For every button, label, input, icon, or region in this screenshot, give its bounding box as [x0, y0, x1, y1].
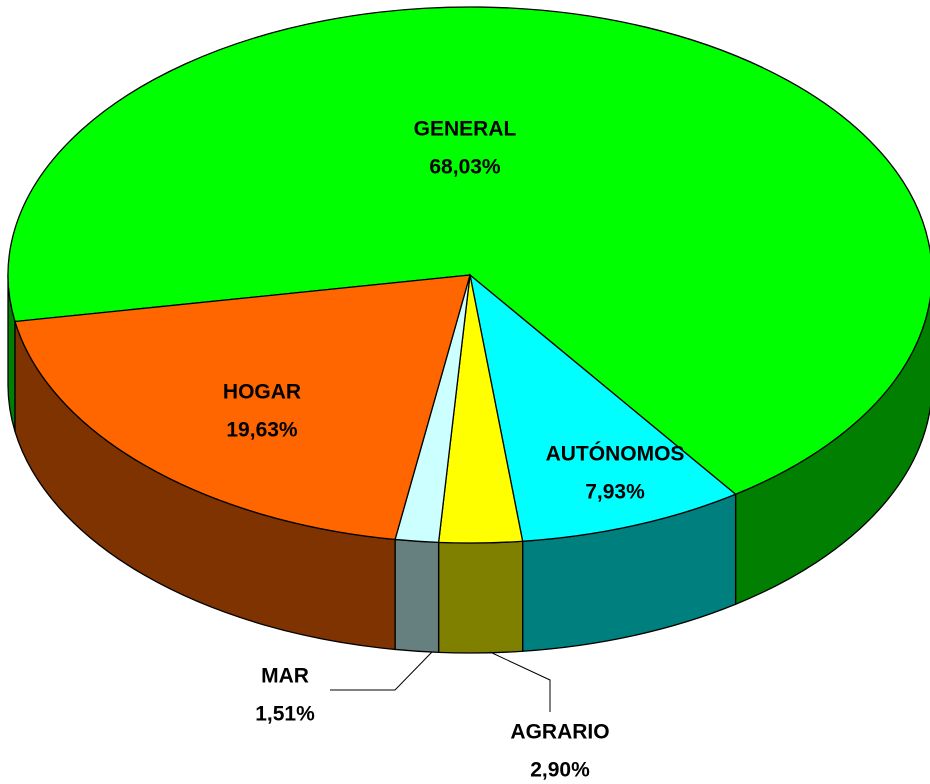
slice-label: AUTÓNOMOS	[546, 442, 685, 466]
slice	[469, 273, 737, 542]
slice-label: GENERAL	[414, 118, 517, 141]
slice-value-label: 2,90%	[530, 759, 590, 782]
slice-value-label: 7,93%	[585, 481, 645, 504]
leader-line	[489, 651, 551, 712]
slice-label: AGRARIO	[510, 721, 609, 744]
slice-label: HOGAR	[223, 381, 301, 404]
slice-side	[437, 540, 524, 654]
slice-label: MAR	[261, 665, 309, 688]
slice-value-label: 1,51%	[255, 703, 315, 726]
slice-value-label: 19,63%	[226, 419, 298, 442]
slice	[7, 6, 930, 496]
slice-side	[394, 538, 440, 654]
slice	[14, 274, 471, 541]
slice-value-label: 68,03%	[429, 156, 501, 179]
leader-line	[330, 651, 433, 691]
